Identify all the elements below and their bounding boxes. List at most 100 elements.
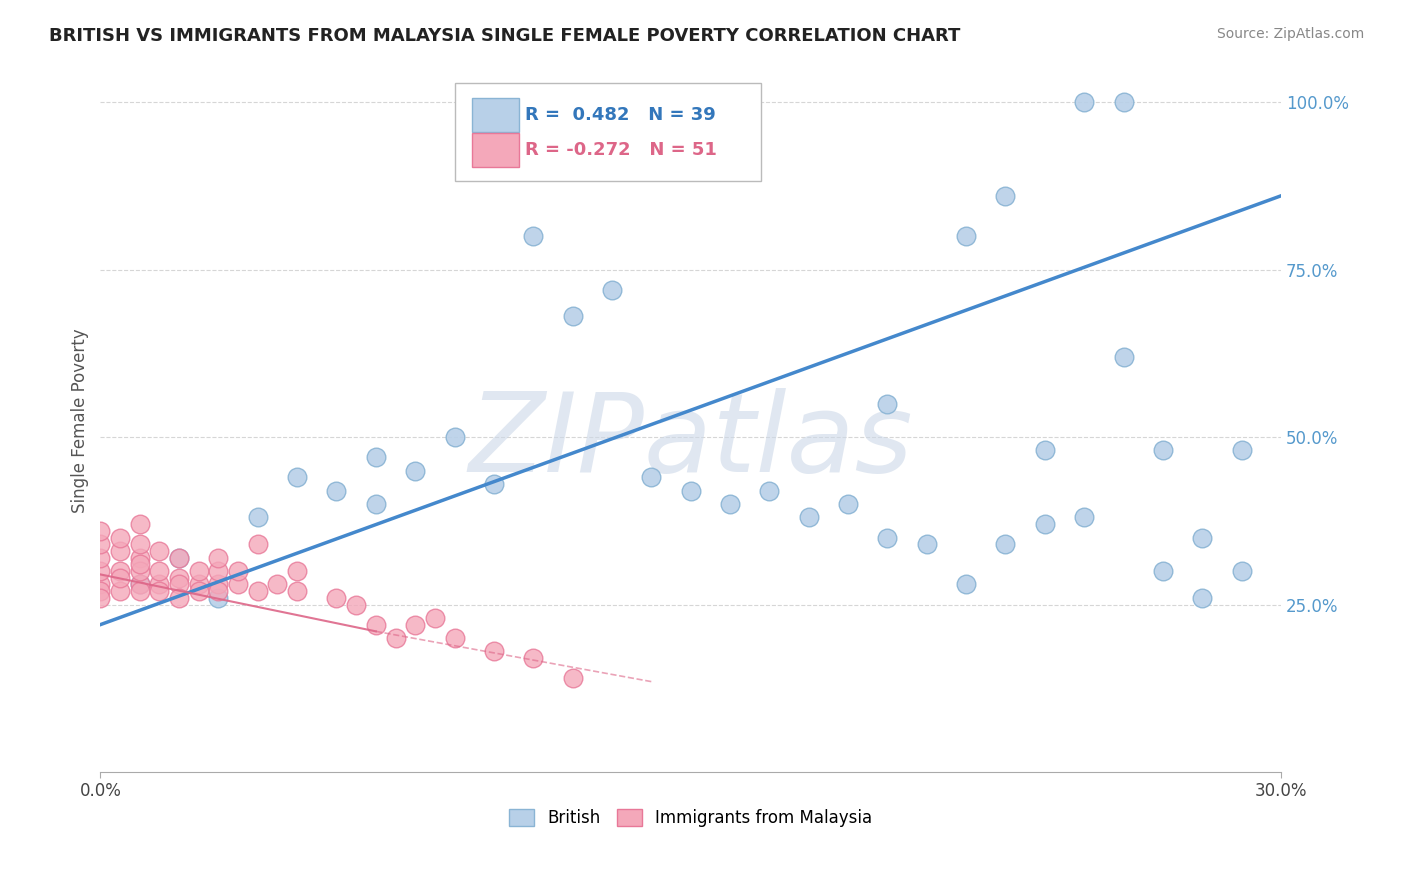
Point (148, 584, 170, 599)
Point (285, 564, 308, 578)
Point (482, 477, 505, 491)
Point (266, 577, 288, 591)
Text: BRITISH VS IMMIGRANTS FROM MALAYSIA SINGLE FEMALE POVERTY CORRELATION CHART: BRITISH VS IMMIGRANTS FROM MALAYSIA SING… (49, 27, 960, 45)
Point (482, 644, 505, 658)
Point (207, 591, 229, 605)
Point (226, 577, 249, 591)
Point (640, 470, 662, 484)
Point (128, 558, 150, 572)
Point (167, 550, 190, 565)
Point (994, 189, 1017, 203)
Legend: British, Immigrants from Malaysia: British, Immigrants from Malaysia (502, 803, 879, 834)
Point (167, 577, 190, 591)
Point (108, 584, 131, 599)
Point (679, 483, 702, 498)
Point (128, 584, 150, 599)
Text: R =  0.482   N = 39: R = 0.482 N = 39 (526, 106, 716, 124)
Point (148, 564, 170, 578)
Point (246, 537, 269, 551)
Point (404, 464, 426, 478)
Point (187, 564, 209, 578)
Point (915, 537, 938, 551)
Point (1230, 564, 1253, 578)
Point (108, 571, 131, 585)
Point (1033, 517, 1056, 532)
Point (128, 564, 150, 578)
Point (207, 577, 229, 591)
Point (1191, 531, 1213, 545)
Point (167, 550, 190, 565)
Point (876, 531, 898, 545)
Point (108, 531, 131, 545)
Point (994, 537, 1017, 551)
Point (89, 524, 111, 538)
Point (207, 550, 229, 565)
Point (797, 510, 820, 524)
Point (1033, 443, 1056, 458)
Point (955, 229, 977, 244)
Point (364, 617, 387, 632)
Point (718, 497, 741, 511)
Point (89, 537, 111, 551)
Point (876, 396, 898, 410)
Point (1112, 350, 1135, 364)
Point (955, 577, 977, 591)
Point (1112, 95, 1135, 109)
Point (344, 598, 367, 612)
Point (404, 617, 426, 632)
Point (1073, 95, 1095, 109)
Text: R = -0.272   N = 51: R = -0.272 N = 51 (526, 141, 717, 159)
Point (522, 651, 544, 665)
Point (89, 564, 111, 578)
Point (522, 229, 544, 244)
Point (364, 497, 387, 511)
Point (364, 450, 387, 464)
Point (128, 577, 150, 591)
Point (1152, 564, 1174, 578)
Point (285, 584, 308, 599)
Point (758, 483, 780, 498)
Point (246, 510, 269, 524)
Point (187, 577, 209, 591)
Point (89, 584, 111, 599)
Point (443, 430, 465, 444)
Point (89, 550, 111, 565)
Y-axis label: Single Female Poverty: Single Female Poverty (72, 328, 89, 513)
Point (128, 577, 150, 591)
Point (1230, 443, 1253, 458)
Point (187, 584, 209, 599)
Point (1152, 443, 1174, 458)
Point (837, 497, 859, 511)
Point (108, 544, 131, 558)
Point (1073, 510, 1095, 524)
Point (128, 537, 150, 551)
Point (89, 591, 111, 605)
Point (226, 564, 249, 578)
Point (89, 577, 111, 591)
Point (423, 611, 446, 625)
Point (167, 571, 190, 585)
Point (384, 631, 406, 645)
Point (1191, 591, 1213, 605)
FancyBboxPatch shape (472, 133, 519, 167)
Point (443, 631, 465, 645)
Point (561, 671, 583, 685)
Point (207, 584, 229, 599)
Point (148, 577, 170, 591)
Point (148, 544, 170, 558)
Point (246, 584, 269, 599)
Point (128, 550, 150, 565)
Point (167, 591, 190, 605)
Point (600, 283, 623, 297)
Text: Source: ZipAtlas.com: Source: ZipAtlas.com (1216, 27, 1364, 41)
Text: ZIPatlas: ZIPatlas (468, 388, 912, 495)
Point (207, 564, 229, 578)
FancyBboxPatch shape (454, 83, 762, 181)
Point (285, 470, 308, 484)
Point (128, 517, 150, 532)
Point (108, 564, 131, 578)
FancyBboxPatch shape (472, 98, 519, 132)
Point (325, 591, 347, 605)
Point (325, 483, 347, 498)
Point (561, 310, 583, 324)
